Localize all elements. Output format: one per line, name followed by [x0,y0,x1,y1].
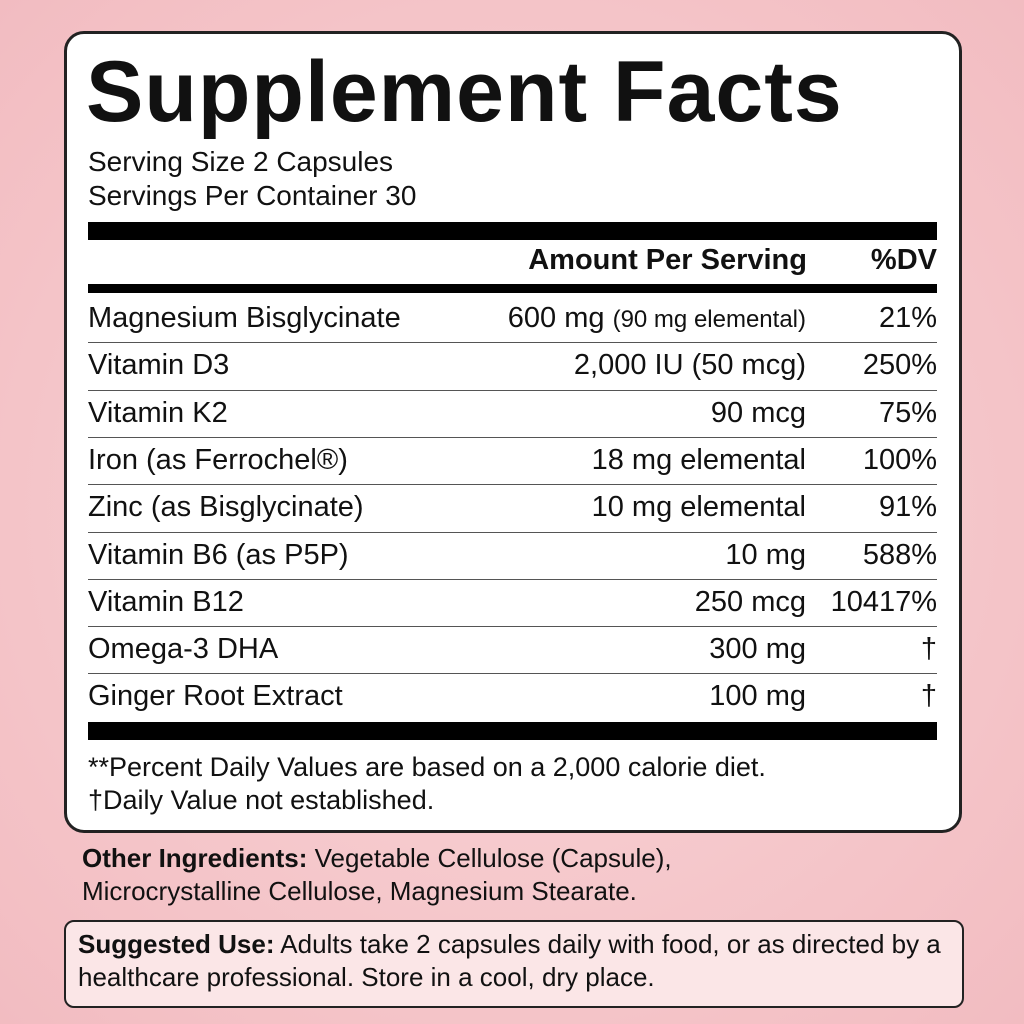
row-separator [88,484,937,486]
amount: 600 mg (90 mg elemental) [508,295,806,343]
amount: 250 mcg [695,579,806,626]
daily-value: † [920,633,937,666]
amount-value: 250 mcg [694,585,806,618]
daily-value: 250% [862,349,937,382]
amount: 90 mcg [711,390,806,437]
row-separator [88,626,937,628]
text: Vegetable Cellulose (Capsule), Microcrys… [82,843,672,906]
title: Supplement Facts [86,44,843,140]
column-header: Amount Per Serving [528,244,807,276]
ingredient-name: Vitamin K2 [88,396,228,429]
ingredient-name: Omega-3 DHA [88,633,279,666]
daily-value: 91% [878,491,937,524]
footnote: **Percent Daily Values are based on a 2,… [88,752,766,782]
amount: 300 mg [709,626,806,673]
ingredient-name: Zinc (as Bisglycinate) [88,491,364,524]
row-separator [88,578,937,580]
ingredient-name: Iron (as Ferrochel®) [88,443,348,476]
amount: 2,000 IU (50 mcg) [574,342,806,389]
amount-value: 600 mg [507,302,605,334]
servings-per-container: Servings Per Container 30 [88,180,417,211]
daily-value: 21% [878,302,937,334]
ingredient-name: Ginger Root Extract [88,680,343,713]
amount-value: 18 mg elemental [591,443,806,476]
daily-value: 75% [878,396,937,429]
thick-rule [88,222,937,240]
row-separator [88,389,937,391]
ingredient-name: Vitamin B12 [88,585,244,618]
daily-value: 10417% [830,585,937,618]
amount-value: 100 mg [709,680,806,713]
amount-value: 300 mg [709,633,806,666]
amount-value: 90 mcg [710,396,806,429]
label: Suggested Use: [78,929,275,959]
facts-panel [64,31,962,833]
daily-value: 100% [862,443,937,476]
suggested-use: Suggested Use: Adults take 2 capsules da… [64,920,964,1008]
daily-value: 588% [862,538,937,571]
ingredient-name: Vitamin D3 [88,349,230,382]
other-ingredients: Other Ingredients: Vegetable Cellulose (… [82,842,802,908]
text: Adults take 2 capsules daily with food, … [78,929,941,992]
row-separator [88,342,937,344]
ingredient-name: Vitamin B6 (as P5P) [88,538,349,571]
amount-value: 2,000 IU (50 mcg) [573,349,806,382]
row-separator [88,531,937,533]
label: Other Ingredients: [82,843,308,873]
serving-size: Serving Size 2 Capsules [88,146,394,177]
amount-note: (90 mg elemental) [612,306,806,333]
ingredient-name: Magnesium Bisglycinate [88,302,401,334]
amount: 10 mg [725,532,806,579]
amount: 10 mg elemental [592,484,806,531]
column-header: %DV [870,244,937,276]
daily-value: † [920,680,937,713]
amount-value: 10 mg elemental [591,491,806,524]
medium-rule [88,284,937,293]
amount: 100 mg [709,673,806,720]
footnote: †Daily Value not established. [88,785,435,815]
amount-value: 10 mg [725,538,806,571]
row-separator [88,673,937,675]
amount: 18 mg elemental [592,437,806,484]
row-separator [88,436,937,438]
thick-rule [88,722,937,740]
